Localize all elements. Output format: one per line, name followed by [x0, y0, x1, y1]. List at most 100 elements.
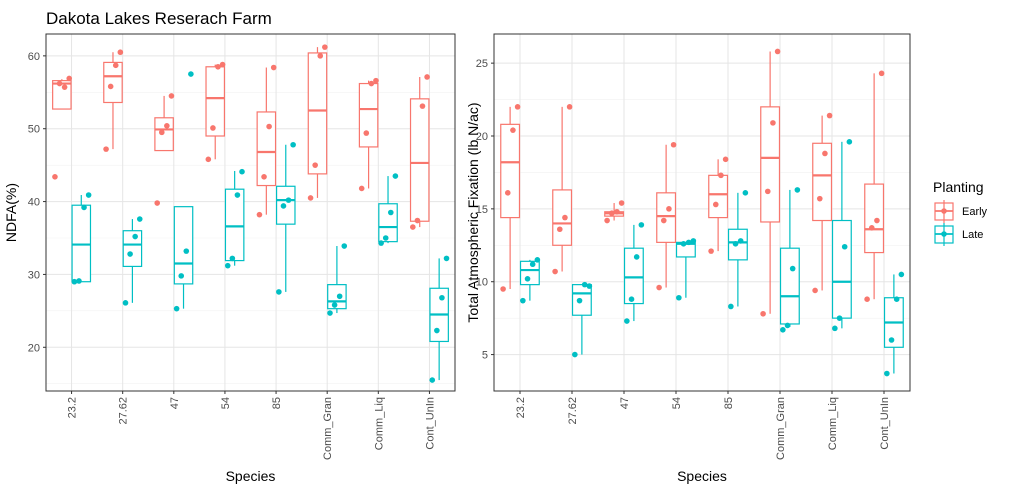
data-point — [419, 103, 426, 109]
data-point — [708, 248, 714, 254]
box-late — [623, 247, 644, 305]
data-point — [414, 217, 421, 224]
box-early — [154, 117, 174, 152]
data-point — [439, 294, 445, 301]
data-point — [290, 141, 296, 148]
data-point — [888, 337, 895, 343]
box-late — [224, 188, 245, 262]
data-point — [576, 297, 583, 304]
x-tick-label: 54 — [671, 397, 683, 409]
y-tick-label: 5 — [482, 350, 488, 362]
box-late — [519, 260, 540, 286]
y-tick-label: 60 — [28, 51, 40, 63]
fixation-panel: 5 10 15 20 25 23.2 27.62 47 54 85 Comm_Gran Comm_Li… — [465, 33, 911, 484]
data-point — [764, 188, 771, 195]
data-point — [173, 305, 180, 312]
data-point — [85, 192, 92, 198]
data-point — [660, 217, 667, 224]
data-point — [127, 251, 133, 257]
data-point — [794, 187, 801, 193]
x-tick-label: 54 — [220, 397, 232, 409]
data-point — [382, 235, 389, 241]
data-point — [122, 300, 129, 306]
data-point — [534, 257, 541, 263]
data-point — [774, 48, 781, 55]
legend-key-point — [941, 208, 947, 214]
data-point — [846, 139, 853, 145]
data-point — [239, 168, 245, 175]
data-point — [61, 84, 68, 90]
data-point — [670, 141, 677, 148]
data-point — [229, 255, 236, 262]
data-point — [443, 255, 450, 262]
data-point — [608, 210, 615, 217]
data-point — [722, 156, 729, 163]
data-point — [210, 125, 216, 131]
x-tick-label: Cont_UnIn — [424, 397, 436, 450]
box-late — [779, 247, 800, 325]
data-point — [832, 325, 838, 332]
data-point — [656, 284, 662, 291]
data-point — [336, 293, 343, 300]
data-point — [581, 281, 588, 288]
data-point — [76, 278, 82, 284]
data-point — [164, 123, 170, 129]
box-early — [358, 82, 379, 148]
x-tick-label: 47 — [169, 397, 181, 409]
x-tick-label: Comm_Gran — [775, 397, 787, 460]
x-tick-label: Comm_Liq — [827, 397, 839, 450]
x-tick-label: Comm_Gran — [322, 397, 334, 460]
data-point — [884, 370, 890, 377]
legend-label-early: Early — [962, 206, 988, 218]
data-point — [556, 226, 563, 233]
data-point — [638, 222, 645, 228]
data-point — [562, 214, 568, 221]
data-point — [341, 243, 348, 249]
data-point — [368, 80, 375, 87]
data-point — [312, 162, 318, 168]
data-point — [266, 123, 272, 130]
data-point — [718, 172, 724, 179]
data-point — [874, 217, 880, 224]
box-early — [500, 123, 521, 219]
data-point — [358, 185, 365, 192]
data-point — [219, 61, 226, 68]
data-point — [618, 200, 625, 206]
x-tick-label: 85 — [271, 397, 283, 409]
y-tick-label: 30 — [28, 269, 40, 281]
data-point — [168, 93, 175, 99]
data-point — [822, 150, 828, 157]
data-point — [614, 208, 620, 215]
data-point — [680, 241, 687, 247]
data-point — [685, 239, 692, 246]
data-point — [784, 322, 791, 329]
data-point — [868, 225, 875, 231]
data-point — [841, 243, 848, 250]
data-point — [780, 327, 786, 333]
data-point — [107, 83, 114, 90]
data-point — [285, 197, 292, 203]
panel-border — [493, 33, 911, 392]
data-point — [572, 351, 578, 358]
data-point — [529, 261, 536, 268]
legend-title: Planting — [933, 179, 984, 195]
data-point — [331, 302, 338, 308]
data-point — [812, 287, 818, 294]
data-point — [624, 318, 630, 324]
data-point — [66, 75, 73, 82]
box-early — [205, 66, 226, 137]
y-tick-label: 25 — [476, 58, 488, 70]
data-point — [158, 129, 165, 136]
box-early — [656, 192, 677, 243]
data-point — [552, 268, 558, 275]
data-point — [261, 174, 267, 180]
data-point — [322, 44, 328, 50]
data-point — [504, 190, 511, 196]
box-early — [708, 174, 729, 219]
data-point — [770, 120, 776, 126]
data-point — [728, 303, 734, 310]
data-point — [256, 211, 263, 218]
panel-border — [45, 33, 456, 392]
x-tick-label: 85 — [723, 397, 735, 409]
box-late — [173, 206, 194, 285]
